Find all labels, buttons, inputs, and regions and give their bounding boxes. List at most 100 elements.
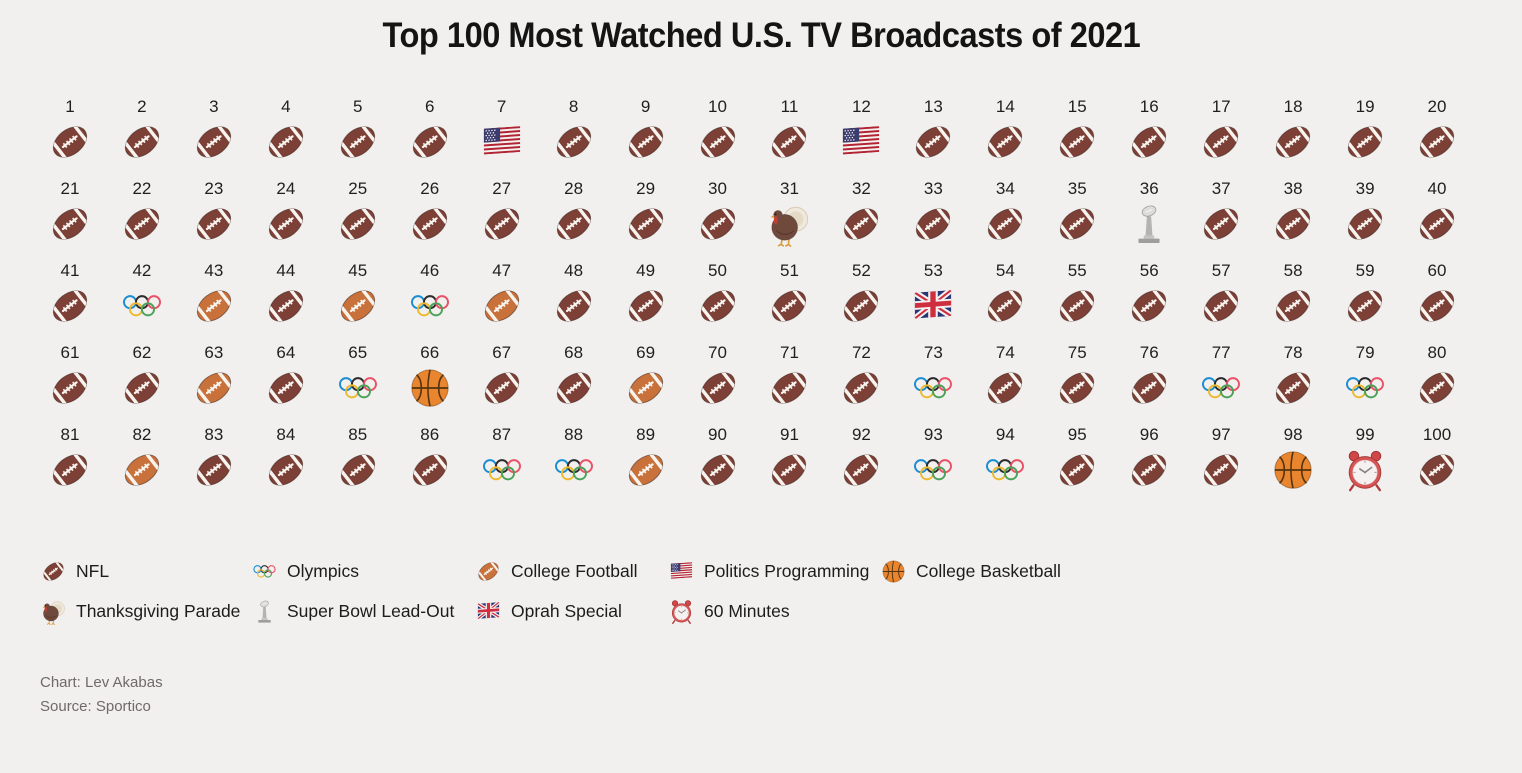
football-dark-icon (47, 283, 93, 329)
grid-cell: 7 (466, 96, 538, 166)
grid-cell: 47 (466, 260, 538, 330)
football-dark-icon (1414, 365, 1460, 411)
football-dark-icon (1126, 283, 1172, 329)
football-dark-icon (1414, 283, 1460, 329)
rank-number: 15 (1067, 97, 1087, 116)
football-orange-icon (623, 365, 669, 411)
grid-cell: 72 (825, 342, 897, 412)
grid-cell: 24 (250, 178, 322, 248)
olympic-rings-icon (251, 558, 278, 585)
football-dark-icon (40, 558, 67, 585)
rank-number: 49 (636, 261, 656, 280)
football-orange-icon (191, 365, 237, 411)
rank-number: 19 (1355, 97, 1375, 116)
rank-number: 50 (708, 261, 727, 280)
chart-title: Top 100 Most Watched U.S. TV Broadcasts … (0, 16, 1522, 56)
rank-number: 42 (132, 261, 152, 280)
football-dark-icon (335, 201, 381, 247)
football-dark-icon (263, 283, 309, 329)
grid-cell: 67 (466, 342, 538, 412)
rank-number: 70 (708, 343, 727, 362)
rank-number: 54 (995, 261, 1015, 280)
alarm-clock-icon (668, 598, 695, 625)
rank-number: 2 (137, 97, 147, 116)
football-dark-icon (766, 447, 812, 493)
rank-number: 30 (708, 179, 727, 198)
grid-cell: 45 (322, 260, 394, 330)
legend: NFL Olympics College Football Politics Prog… (40, 558, 1522, 625)
grid-cell: 55 (1041, 260, 1113, 330)
football-dark-icon (263, 119, 309, 165)
olympic-rings-icon (479, 447, 525, 493)
grid-cell: 73 (897, 342, 969, 412)
rank-number: 86 (420, 425, 440, 444)
grid-cell: 70 (682, 342, 754, 412)
rank-number: 45 (348, 261, 368, 280)
grid-cell: 49 (610, 260, 682, 330)
legend-item: Super Bowl Lead-Out (251, 598, 475, 625)
rank-number: 23 (204, 179, 224, 198)
rank-number: 72 (851, 343, 871, 362)
grid-cell: 90 (682, 424, 754, 494)
turkey-icon (766, 201, 812, 247)
football-dark-icon (551, 201, 597, 247)
football-dark-icon (335, 119, 381, 165)
grid-cell: 65 (322, 342, 394, 412)
rank-number: 46 (420, 261, 440, 280)
olympic-rings-icon (910, 447, 956, 493)
grid-cell: 26 (394, 178, 466, 248)
football-dark-icon (766, 119, 812, 165)
olympic-rings-icon (1198, 365, 1244, 411)
football-dark-icon (1054, 283, 1100, 329)
grid-cell: 56 (1113, 260, 1185, 330)
grid-cell: 37 (1185, 178, 1257, 248)
grid-cell: 97 (1185, 424, 1257, 494)
rank-number: 25 (348, 179, 368, 198)
rank-number: 69 (636, 343, 656, 362)
football-dark-icon (1270, 283, 1316, 329)
grid-cell: 18 (1257, 96, 1329, 166)
rank-number: 57 (1211, 261, 1231, 280)
grid-cell: 76 (1113, 342, 1185, 412)
rank-number: 81 (60, 425, 80, 444)
rank-number: 35 (1067, 179, 1087, 198)
grid-cell: 94 (969, 424, 1041, 494)
rank-number: 64 (276, 343, 296, 362)
rank-number: 43 (204, 261, 224, 280)
us-flag-icon (668, 558, 695, 585)
basketball-icon (407, 365, 453, 411)
grid-cell: 85 (322, 424, 394, 494)
grid-cell: 9 (610, 96, 682, 166)
rank-number: 29 (636, 179, 656, 198)
legend-label: College Basketball (916, 561, 1061, 581)
football-dark-icon (1342, 119, 1388, 165)
rank-number: 56 (1139, 261, 1159, 280)
football-dark-icon (1198, 119, 1244, 165)
football-dark-icon (1270, 119, 1316, 165)
rank-number: 4 (281, 97, 291, 116)
rank-number: 95 (1067, 425, 1087, 444)
rank-number: 80 (1427, 343, 1447, 362)
football-orange-icon (335, 283, 381, 329)
grid-cell: 87 (466, 424, 538, 494)
rank-number: 7 (496, 97, 507, 116)
grid-cell: 32 (825, 178, 897, 248)
grid-cell: 4 (250, 96, 322, 166)
legend-label: Thanksgiving Parade (76, 601, 241, 621)
rank-number: 79 (1355, 343, 1375, 362)
grid-cell: 89 (610, 424, 682, 494)
football-dark-icon (623, 283, 669, 329)
grid-cell: 99 (1329, 424, 1401, 494)
grid-cell: 40 (1401, 178, 1473, 248)
football-orange-icon (623, 447, 669, 493)
rank-number: 82 (132, 425, 152, 444)
rank-number: 16 (1139, 97, 1159, 116)
grid-cell: 92 (825, 424, 897, 494)
rank-number: 85 (348, 425, 368, 444)
grid-cell: 58 (1257, 260, 1329, 330)
football-dark-icon (838, 283, 884, 329)
legend-label: NFL (76, 561, 110, 581)
turkey-icon (40, 598, 67, 625)
rank-number: 68 (564, 343, 584, 362)
rank-number: 33 (923, 179, 943, 198)
